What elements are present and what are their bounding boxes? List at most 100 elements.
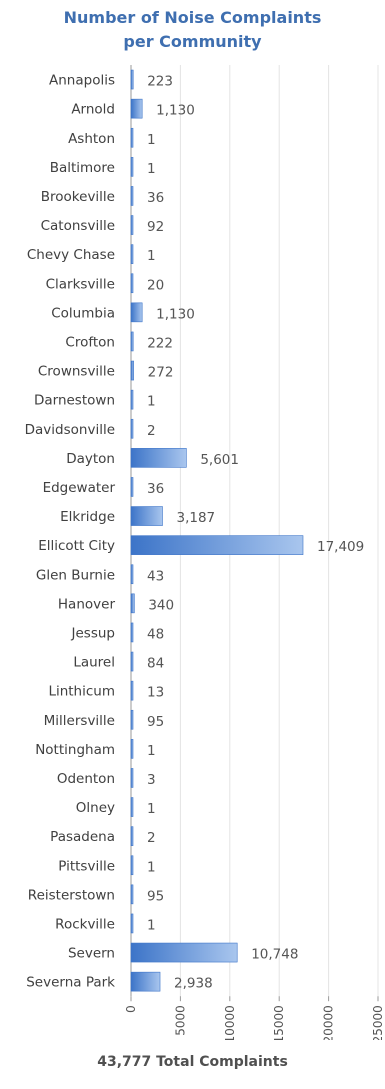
data-label: 17,409 (317, 539, 364, 555)
bar (130, 244, 134, 264)
bar (130, 418, 134, 439)
bar (130, 69, 134, 90)
data-label: 1,130 (156, 306, 195, 322)
category-label: Glen Burnie (36, 567, 115, 583)
data-label: 3 (147, 772, 156, 788)
category-label: Chevy Chase (27, 247, 115, 263)
data-label: 1,130 (156, 103, 195, 119)
category-label: Millersville (44, 713, 115, 729)
bar (130, 942, 238, 963)
tick-label: 5000 (173, 1005, 187, 1036)
category-label: Clarksville (46, 276, 115, 292)
category-label: Annapolis (49, 73, 115, 89)
category-label: Pasadena (50, 829, 115, 845)
bar (130, 622, 134, 643)
category-label: Rockville (55, 916, 115, 932)
bar-chart: Annapolis Arnold Ashton Baltimore Brookevill… (25, 65, 385, 1040)
bar (130, 680, 134, 701)
data-label: 222 (147, 335, 173, 351)
category-label: Baltimore (50, 160, 115, 176)
grid-lines (130, 65, 379, 1002)
bar (130, 157, 134, 177)
bar (130, 651, 134, 672)
data-label: 10,748 (251, 947, 298, 963)
bar (130, 273, 134, 294)
data-label: 36 (147, 481, 164, 497)
category-label: Crofton (65, 334, 115, 350)
data-label: 2 (147, 830, 156, 846)
bar (130, 826, 134, 846)
bar (130, 360, 134, 381)
data-label: 340 (148, 597, 174, 613)
bar (130, 98, 143, 119)
bar (130, 506, 163, 526)
category-label: Elkridge (60, 509, 115, 525)
data-label: 1 (147, 132, 156, 148)
category-label: Catonsville (41, 218, 115, 234)
data-label: 5,601 (200, 452, 239, 468)
data-label: 2 (147, 423, 156, 439)
data-label: 1 (147, 161, 156, 177)
data-label: 95 (147, 888, 164, 904)
data-label: 3,187 (176, 510, 215, 526)
chart-title: Number of Noise Complaints per Community (0, 6, 385, 54)
bar (130, 302, 143, 323)
bar (130, 768, 134, 788)
tick-label: 15000 (272, 1005, 286, 1040)
category-label: Reisterstown (28, 887, 115, 903)
data-label: 1 (147, 394, 156, 410)
bar (130, 971, 161, 992)
data-label: 92 (147, 219, 164, 235)
tick-label: 25000 (371, 1005, 385, 1040)
total-complaints: 43,777 Total Complaints (97, 1054, 288, 1070)
bar (130, 855, 134, 876)
category-label: Crownsville (38, 364, 115, 380)
chart-title-line1: Number of Noise Complaints (63, 8, 322, 27)
bar (130, 884, 134, 905)
bar (130, 448, 187, 468)
bar (130, 389, 134, 410)
data-label: 1 (147, 743, 156, 759)
bar (130, 186, 134, 206)
data-label: 1 (147, 248, 156, 264)
data-label: 43 (147, 568, 164, 584)
data-label: 13 (147, 685, 164, 701)
category-label: Odenton (57, 771, 115, 787)
category-label: Olney (76, 800, 115, 816)
bar (130, 331, 134, 352)
tick-labels: 0 5000 10000 15000 20000 25000 (124, 1005, 385, 1040)
category-label: Davidsonville (25, 422, 115, 438)
data-label: 223 (147, 74, 173, 90)
data-label: 95 (147, 714, 164, 730)
category-label: Ashton (68, 131, 115, 147)
chart-title-line2: per Community (123, 32, 262, 51)
category-label: Hanover (58, 596, 116, 612)
value-labels: 2231,1301136921201,130222272125,601363,1… (147, 74, 364, 992)
bar (130, 535, 304, 555)
data-label: 1 (147, 801, 156, 817)
data-label: 36 (147, 190, 164, 206)
data-label: 1 (147, 859, 156, 875)
data-label: 20 (147, 277, 164, 293)
data-label: 84 (147, 656, 164, 672)
category-label: Severna Park (26, 975, 115, 991)
category-label: Darnestown (34, 393, 115, 409)
data-label: 272 (148, 365, 174, 381)
bar (130, 739, 134, 759)
category-label: Arnold (71, 102, 115, 118)
bar (130, 797, 134, 817)
category-label: Laurel (73, 655, 115, 671)
data-label: 1 (147, 917, 156, 933)
category-label: Jessup (71, 625, 115, 641)
category-label: Columbia (51, 305, 115, 321)
category-label: Severn (68, 946, 115, 962)
bar (130, 593, 135, 614)
category-label: Pittsville (58, 858, 115, 874)
category-label: Nottingham (35, 742, 115, 758)
bar (130, 215, 134, 235)
category-label: Dayton (66, 451, 115, 467)
tick-label: 10000 (223, 1005, 237, 1040)
bar (130, 477, 134, 497)
bar (130, 709, 134, 730)
bar (130, 127, 134, 148)
